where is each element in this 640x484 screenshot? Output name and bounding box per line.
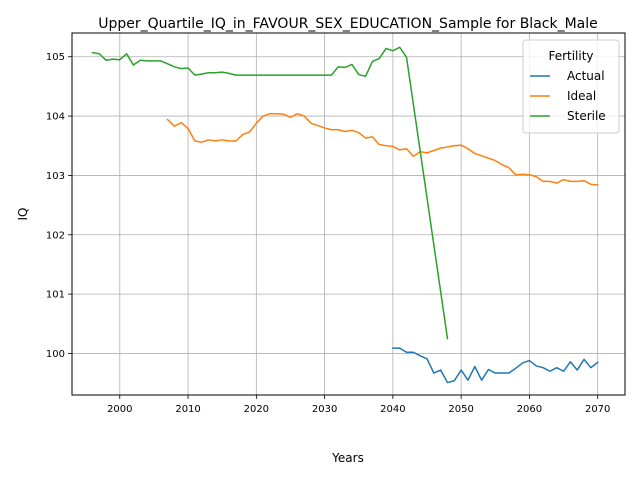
y-tick-label: 102 (46, 230, 65, 241)
x-tick-label: 2040 (380, 404, 405, 415)
y-tick-label: 100 (46, 349, 65, 360)
chart-title: Upper_Quartile_IQ_in_FAVOUR_SEX_EDUCATIO… (98, 16, 598, 32)
y-tick-label: 101 (46, 290, 65, 301)
y-tick-label: 104 (46, 112, 65, 123)
legend-label-ideal: Ideal (567, 89, 596, 103)
legend-title: Fertility (548, 49, 593, 63)
x-axis-label: Years (331, 451, 364, 465)
x-tick-label: 2070 (585, 404, 610, 415)
y-axis-label: IQ (16, 208, 30, 221)
x-tick-label: 2000 (107, 404, 132, 415)
y-tick-label: 105 (46, 52, 65, 63)
x-tick-label: 2050 (448, 404, 473, 415)
legend-label-actual: Actual (567, 69, 605, 83)
x-tick-label: 2060 (517, 404, 542, 415)
legend: Fertility Actual Ideal Sterile (523, 40, 619, 133)
legend-label-sterile: Sterile (567, 109, 606, 123)
x-tick-label: 2010 (175, 404, 200, 415)
y-tick-label: 103 (46, 171, 65, 182)
x-tick-label: 2020 (244, 404, 269, 415)
x-tick-label: 2030 (312, 404, 337, 415)
